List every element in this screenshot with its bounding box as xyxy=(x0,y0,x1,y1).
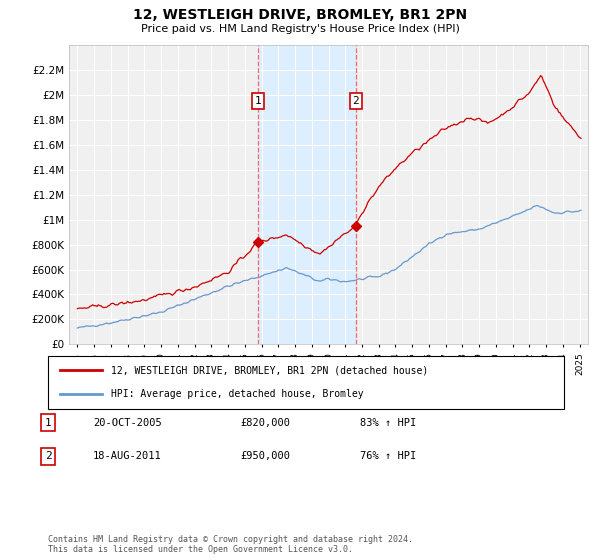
Text: 2: 2 xyxy=(352,96,359,106)
Text: 83% ↑ HPI: 83% ↑ HPI xyxy=(360,418,416,428)
Text: 18-AUG-2011: 18-AUG-2011 xyxy=(93,451,162,461)
Text: £950,000: £950,000 xyxy=(240,451,290,461)
Text: 1: 1 xyxy=(255,96,262,106)
Text: £820,000: £820,000 xyxy=(240,418,290,428)
Text: 12, WESTLEIGH DRIVE, BROMLEY, BR1 2PN: 12, WESTLEIGH DRIVE, BROMLEY, BR1 2PN xyxy=(133,8,467,22)
Text: 2: 2 xyxy=(44,451,52,461)
Bar xyxy=(258,45,356,344)
Text: Contains HM Land Registry data © Crown copyright and database right 2024.
This d: Contains HM Land Registry data © Crown c… xyxy=(48,535,413,554)
Text: 20-OCT-2005: 20-OCT-2005 xyxy=(93,418,162,428)
Text: 12, WESTLEIGH DRIVE, BROMLEY, BR1 2PN (detached house): 12, WESTLEIGH DRIVE, BROMLEY, BR1 2PN (d… xyxy=(111,366,428,376)
Text: Price paid vs. HM Land Registry's House Price Index (HPI): Price paid vs. HM Land Registry's House … xyxy=(140,24,460,34)
Text: 1: 1 xyxy=(44,418,52,428)
Text: 76% ↑ HPI: 76% ↑ HPI xyxy=(360,451,416,461)
Text: HPI: Average price, detached house, Bromley: HPI: Average price, detached house, Brom… xyxy=(111,389,364,399)
